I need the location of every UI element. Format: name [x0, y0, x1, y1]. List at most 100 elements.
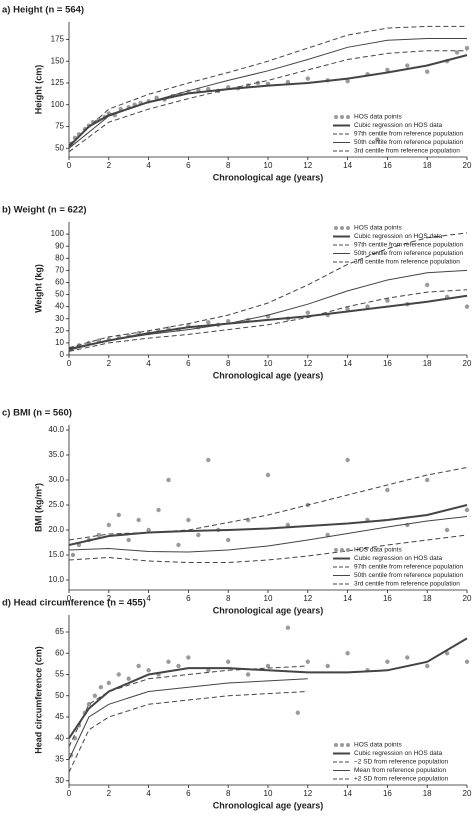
data-point	[196, 532, 201, 538]
legend-symbol	[346, 115, 350, 119]
y-tick-label: 20	[55, 326, 64, 335]
y-tick-label: 65	[55, 627, 64, 636]
y-tick-label: 175	[51, 35, 65, 44]
data-point	[444, 651, 450, 656]
x-axis-title: Chronological age (years)	[213, 800, 324, 810]
y-tick-label: 40	[55, 302, 64, 311]
data-point	[186, 517, 191, 523]
data-point	[285, 79, 291, 85]
data-point	[325, 663, 330, 669]
x-tick-label: 10	[264, 594, 273, 603]
legend-symbol	[340, 548, 344, 552]
curve	[68, 38, 467, 149]
y-tick-label: 20.0	[48, 525, 64, 534]
data-point	[405, 655, 410, 660]
y-tick-label: 60	[55, 278, 64, 287]
curve	[68, 25, 467, 146]
data-point	[126, 537, 131, 543]
y-tick-label: 40	[55, 733, 64, 742]
x-tick-label: 4	[146, 594, 151, 603]
data-point	[154, 95, 159, 100]
y-tick-label: 15.0	[48, 550, 64, 559]
legend-label: HOS data points	[354, 742, 402, 749]
legend-symbol	[346, 743, 350, 747]
y-tick-label: 60	[55, 648, 64, 657]
curve	[68, 467, 468, 541]
panel-title: c) BMI (n = 560)	[2, 408, 72, 419]
data-point	[116, 512, 121, 518]
data-point	[245, 672, 251, 677]
x-tick-label: 6	[186, 161, 191, 170]
x-tick-label: 16	[383, 161, 392, 170]
data-point	[226, 318, 231, 324]
data-point	[305, 310, 310, 315]
x-tick-label: 6	[186, 594, 191, 603]
data-point	[345, 306, 350, 312]
legend-symbol	[340, 226, 344, 230]
legend-symbol	[340, 115, 344, 119]
data-point	[345, 651, 350, 656]
curve	[68, 504, 468, 546]
data-point	[226, 659, 231, 664]
y-tick-label: 30	[55, 776, 64, 785]
curve	[68, 289, 468, 352]
data-point	[345, 457, 350, 463]
legend-label: 97th centile from reference population	[354, 242, 464, 249]
y-tick-label: 40.0	[48, 425, 64, 434]
legend-label: +2 SD from reference population	[354, 776, 449, 783]
x-tick-label: 14	[343, 789, 352, 798]
curve	[68, 637, 468, 739]
x-tick-label: 8	[226, 789, 231, 798]
data-point	[385, 298, 390, 303]
data-point	[166, 659, 171, 664]
x-tick-label: 16	[383, 359, 392, 368]
x-tick-label: 14	[343, 359, 352, 368]
data-point	[176, 542, 181, 548]
x-tick-label: 2	[107, 359, 112, 368]
data-point	[146, 527, 151, 533]
x-tick-label: 4	[146, 359, 151, 368]
data-point	[365, 304, 370, 309]
x-tick-label: 8	[226, 359, 231, 368]
curve	[68, 54, 468, 148]
legend-symbol	[334, 548, 338, 552]
curve	[68, 516, 468, 553]
x-axis-title: Chronological age (years)	[213, 605, 324, 615]
x-tick-label: 18	[423, 161, 432, 170]
data-point	[166, 477, 171, 483]
data-point	[385, 659, 390, 664]
x-tick-label: 10	[264, 359, 273, 368]
data-point	[305, 659, 310, 664]
x-tick-label: 10	[264, 161, 273, 170]
x-tick-label: 18	[423, 359, 432, 368]
data-point	[98, 685, 104, 690]
x-tick-label: 6	[186, 359, 191, 368]
curve	[68, 269, 468, 351]
legend-symbol	[340, 743, 344, 747]
x-axis-title: Chronological age (years)	[213, 370, 324, 380]
data-point	[405, 63, 410, 68]
legend-label: Mean from reference population	[354, 767, 447, 774]
data-point	[206, 320, 211, 325]
legend-label: Cubic regression on HOS data	[354, 750, 443, 757]
data-point	[385, 67, 390, 73]
x-axis-title: Chronological age (years)	[213, 172, 324, 182]
legend-label: 50th centile from reference population	[354, 139, 464, 146]
y-tick-label: 10	[55, 338, 64, 347]
data-point	[96, 532, 102, 538]
x-tick-label: 12	[303, 161, 312, 170]
y-axis-title: Head circumference (cm)	[33, 646, 43, 754]
data-point	[176, 663, 181, 669]
curve	[68, 691, 308, 773]
data-point	[146, 668, 151, 673]
data-point	[444, 527, 450, 533]
y-axis-title: BMI (kg/m²)	[33, 483, 43, 532]
legend-symbol	[346, 226, 350, 230]
x-tick-label: 6	[186, 789, 191, 798]
y-tick-label: 45	[55, 712, 64, 721]
data-point	[106, 680, 112, 686]
data-point	[136, 517, 141, 523]
x-tick-label: 0	[67, 161, 72, 170]
y-tick-label: 100	[51, 229, 65, 238]
data-point	[136, 663, 141, 669]
